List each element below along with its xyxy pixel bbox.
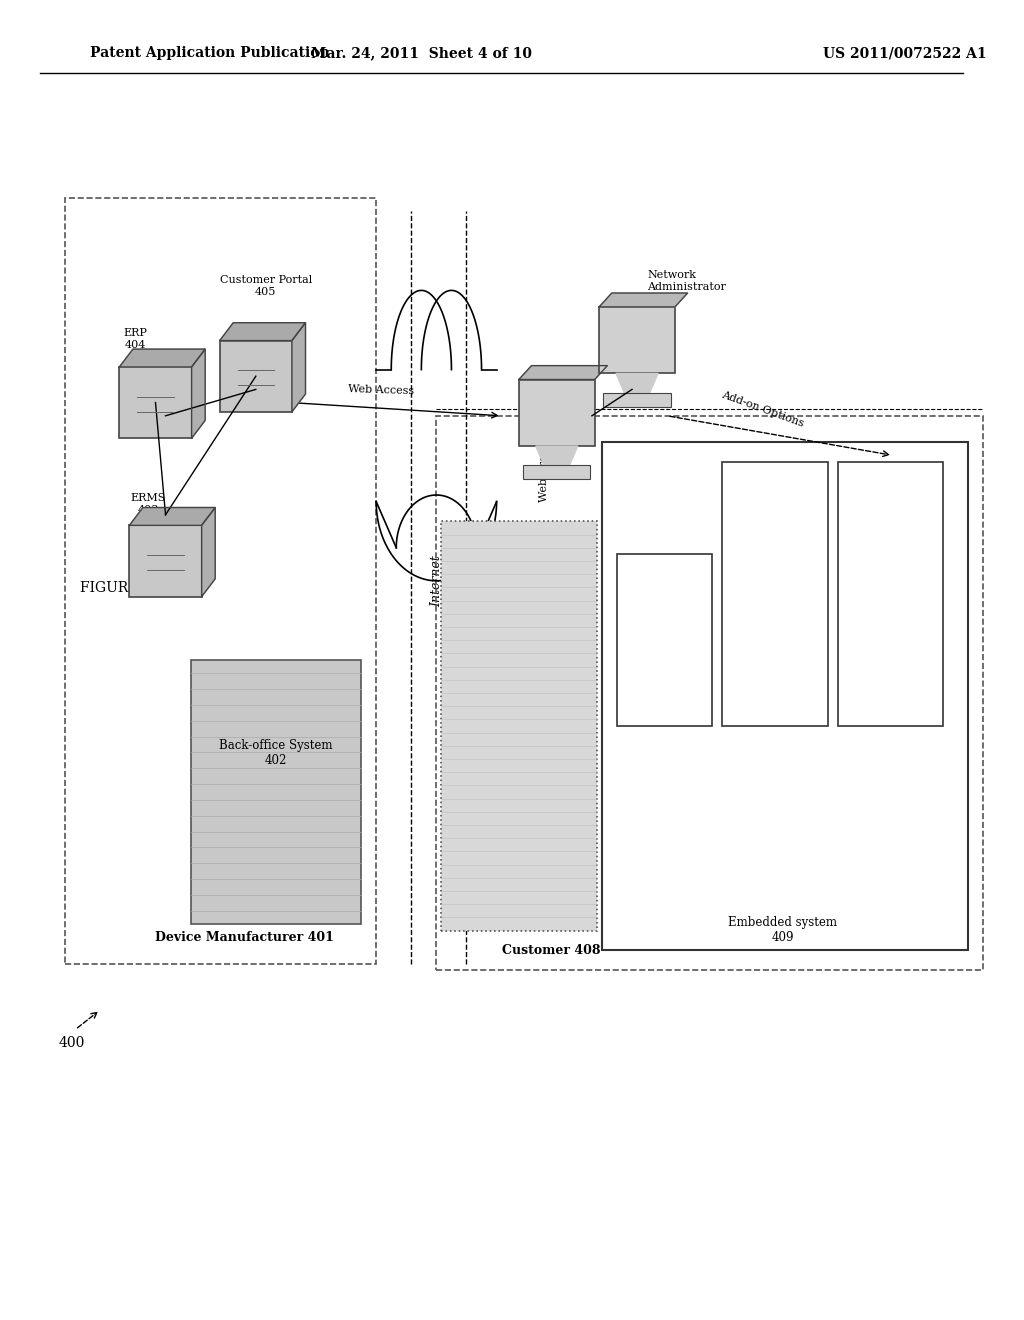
FancyBboxPatch shape xyxy=(599,308,675,374)
Text: Device Manufacturer 401: Device Manufacturer 401 xyxy=(156,931,335,944)
Text: 400: 400 xyxy=(58,1036,85,1051)
Text: Network
Administrator
407: Network Administrator 407 xyxy=(647,271,726,304)
Text: Device Integration
410
Licensing Micro-
kernel 411
Service
Interfaces 412: Device Integration 410 Licensing Micro- … xyxy=(473,561,570,622)
Text: Mar. 24, 2011  Sheet 4 of 10: Mar. 24, 2011 Sheet 4 of 10 xyxy=(311,46,531,61)
Polygon shape xyxy=(292,323,305,412)
Polygon shape xyxy=(599,293,687,308)
FancyBboxPatch shape xyxy=(220,341,292,412)
FancyBboxPatch shape xyxy=(617,554,713,726)
Text: Add-on Options: Add-on Options xyxy=(720,389,805,429)
FancyBboxPatch shape xyxy=(523,466,591,479)
FancyBboxPatch shape xyxy=(722,462,827,726)
Text: Web Access: Web Access xyxy=(348,384,415,396)
Polygon shape xyxy=(536,446,578,466)
Text: Customer 408: Customer 408 xyxy=(502,944,600,957)
Text: ERP
404: ERP 404 xyxy=(124,329,147,350)
Polygon shape xyxy=(519,366,607,380)
Text: Embedded system
409: Embedded system 409 xyxy=(728,916,837,944)
FancyBboxPatch shape xyxy=(120,367,191,438)
FancyBboxPatch shape xyxy=(602,442,968,950)
Polygon shape xyxy=(120,350,205,367)
FancyBboxPatch shape xyxy=(441,521,597,931)
Polygon shape xyxy=(202,508,215,597)
Text: Device
413: Device 413 xyxy=(646,636,684,657)
Polygon shape xyxy=(616,374,658,393)
Text: Web Browser
406: Web Browser 406 xyxy=(539,426,560,502)
Text: Pre-loaded
capacity
414: Pre-loaded capacity 414 xyxy=(745,561,806,594)
Polygon shape xyxy=(220,323,305,341)
Polygon shape xyxy=(129,508,215,525)
Text: Additional
Capacity
415: Additional Capacity 415 xyxy=(862,561,920,594)
FancyBboxPatch shape xyxy=(190,660,361,924)
FancyBboxPatch shape xyxy=(519,380,595,446)
Text: US 2011/0072522 A1: US 2011/0072522 A1 xyxy=(822,46,986,61)
FancyBboxPatch shape xyxy=(838,462,943,726)
Text: Back-office System
402: Back-office System 402 xyxy=(219,739,333,767)
Text: FIGURE 4: FIGURE 4 xyxy=(80,581,152,595)
FancyBboxPatch shape xyxy=(129,525,202,597)
Text: Internet: Internet xyxy=(430,554,443,607)
Polygon shape xyxy=(191,350,205,438)
Text: Patent Application Publication: Patent Application Publication xyxy=(90,46,330,61)
Text: Customer Portal
405: Customer Portal 405 xyxy=(220,276,312,297)
Text: ERMS
403: ERMS 403 xyxy=(131,494,166,515)
FancyBboxPatch shape xyxy=(603,393,671,407)
